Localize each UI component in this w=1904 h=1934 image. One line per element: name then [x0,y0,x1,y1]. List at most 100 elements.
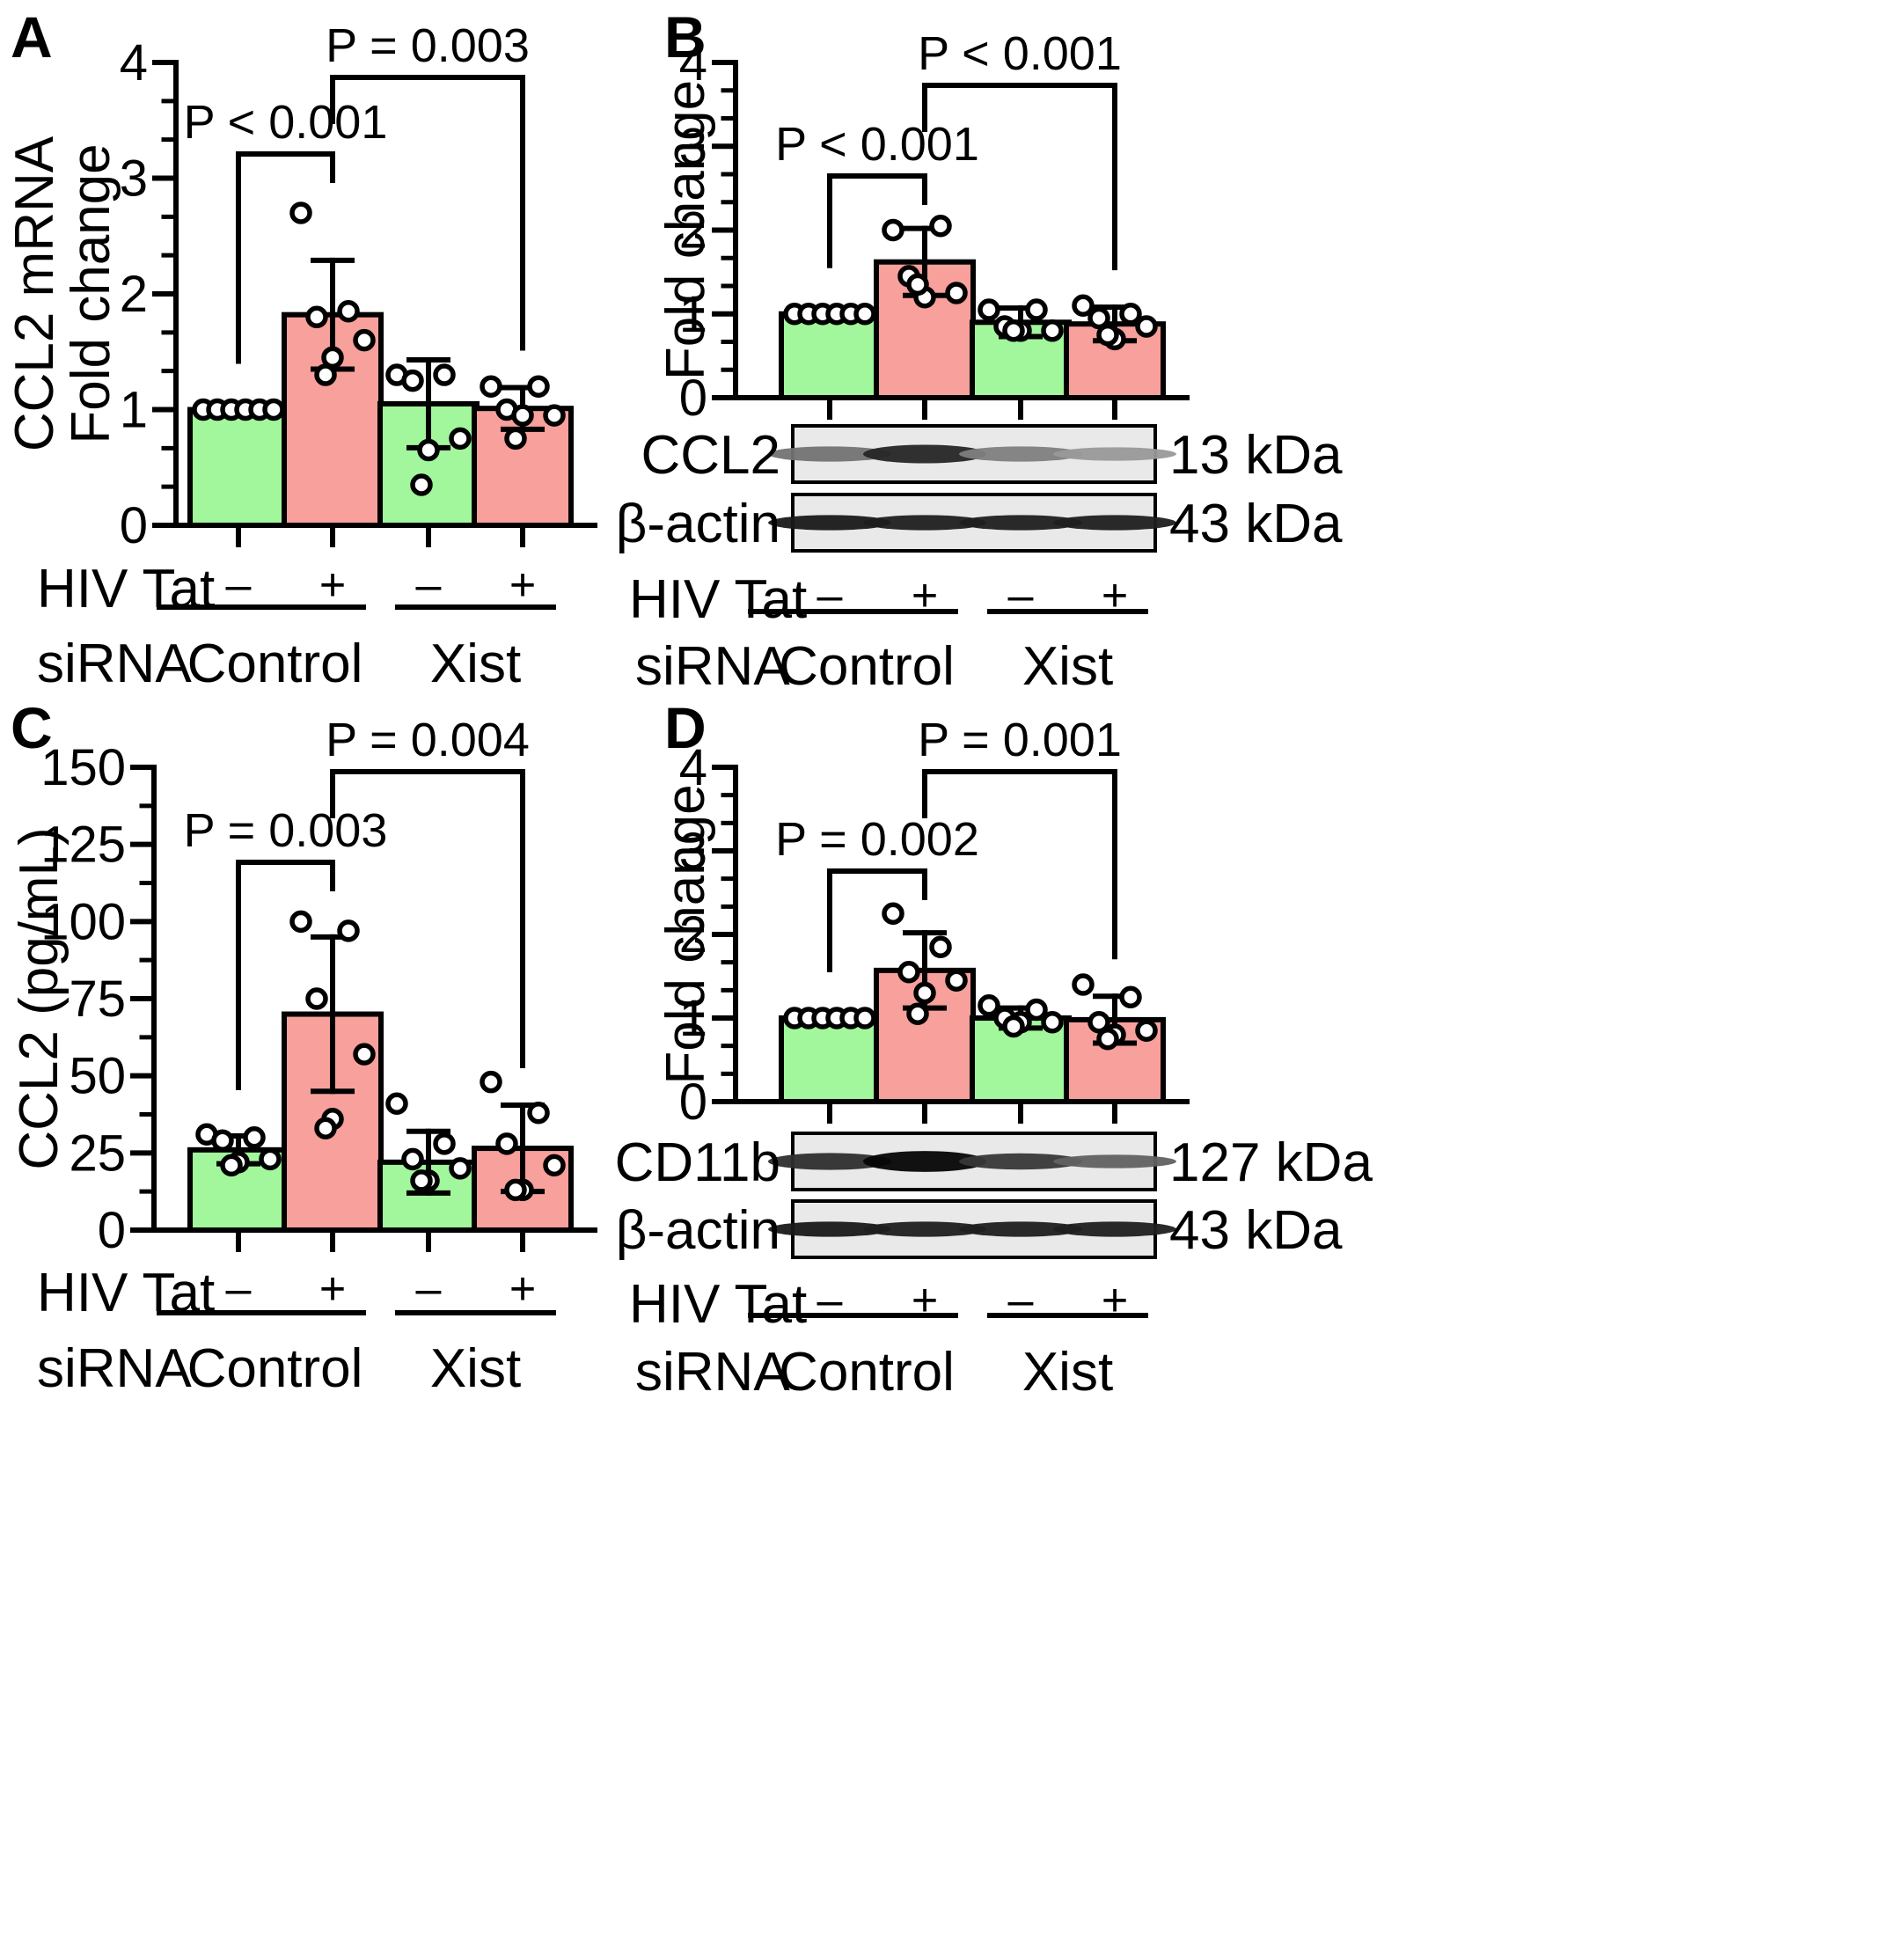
data-point [410,1169,433,1192]
y-tick-label: 1 [679,990,707,1047]
data-point [385,1092,408,1115]
data-point [433,363,456,386]
panel-letter: D [664,695,707,760]
data-point [1025,298,1048,321]
blot-size-label: 13 kDa [1169,425,1343,486]
data-point [401,1147,424,1171]
blot-protein-label: β-actin [616,494,780,554]
y-tick-label: 0 [679,370,707,427]
data-point [1072,973,1095,996]
blot-size-label: 127 kDa [1169,1132,1373,1193]
data-point [305,987,328,1010]
data-point [211,1129,234,1153]
y-axis-label: CCL2 (pg/mL) [9,827,70,1169]
tat-mark: – [226,1264,252,1315]
data-point [511,404,534,427]
blot-band [768,446,891,462]
data-point [929,935,952,958]
data-point [353,328,376,352]
data-point [289,910,312,934]
tat-mark: + [509,1264,536,1315]
blot-band [768,1153,891,1170]
data-point [480,375,502,398]
data-point [337,299,360,323]
western-blot: β-actin 43 kDa [616,1199,1343,1261]
data-point [1041,1011,1064,1034]
data-point [433,1132,456,1155]
data-point [1025,998,1048,1022]
y-tick-label: 0 [120,497,148,554]
y-axis-label: Fold change [655,80,716,380]
data-point [417,438,440,462]
data-point [1041,319,1064,342]
tat-mark: + [1102,1275,1128,1326]
y-tick-label: 2 [679,906,707,963]
group-label-control: Control [187,634,363,694]
blot-band [959,446,1082,462]
p-value-label: P = 0.003 [184,804,388,857]
bar [779,311,881,400]
data-point [337,919,360,942]
hiv-tat-label: HIV Tat [37,559,215,619]
data-point [410,473,433,496]
data-point [897,961,920,984]
tat-mark: – [1008,1275,1034,1326]
blot-band [863,515,986,531]
p-value-label: P = 0.003 [326,19,530,72]
hiv-tat-label: HIV Tat [629,569,807,630]
y-tick-label: 4 [120,34,148,92]
y-tick-label: 2 [120,266,148,323]
y-tick-label: 75 [69,971,126,1028]
y-axis-label: CCL2 mRNA [4,136,65,451]
data-point [906,1002,929,1025]
data-point [945,282,968,304]
data-point [1087,306,1110,330]
data-point [449,1157,472,1180]
tat-mark: – [817,1275,843,1326]
data-point [1135,315,1158,338]
blot-band [768,1221,891,1237]
data-point [853,1007,876,1029]
data-point [1072,294,1095,317]
hiv-tat-label: HIV Tat [629,1274,807,1335]
data-point [882,902,904,925]
y-tick-label: 4 [679,739,707,796]
y-tick-label: 0 [98,1202,126,1259]
blot-band [1053,1221,1176,1237]
group-label-xist: Xist [430,1338,521,1399]
group-label-control: Control [779,636,955,697]
sirna-label: siRNA [37,1338,192,1399]
data-point [913,981,936,1005]
tat-mark: – [416,1264,442,1315]
group-label-xist: Xist [1022,636,1113,697]
panel-letter: A [11,4,53,70]
group-label-xist: Xist [430,634,521,694]
data-point [504,427,527,451]
y-tick-label: 50 [69,1048,126,1105]
blot-band [1053,1154,1176,1168]
western-blot: β-actin 43 kDa [616,493,1343,554]
data-point [480,1070,502,1094]
blot-size-label: 43 kDa [1169,1200,1343,1261]
western-blot: CD11b 127 kDa [615,1132,1373,1193]
data-point [978,298,1000,321]
blot-band [959,1221,1082,1237]
data-point [262,398,285,421]
data-point [978,994,1000,1017]
p-value-label: P = 0.001 [918,714,1122,766]
blot-size-label: 43 kDa [1169,494,1343,554]
tat-mark: + [912,1275,938,1326]
data-point [1002,1015,1025,1038]
y-tick-label: 4 [679,34,707,92]
blot-band [1053,447,1176,461]
data-point [321,346,344,370]
data-point [1096,1028,1119,1051]
data-point [220,1154,243,1177]
blot-protein-label: β-actin [616,1200,780,1261]
p-value-label: P = 0.002 [775,813,979,866]
blot-band [768,515,891,531]
